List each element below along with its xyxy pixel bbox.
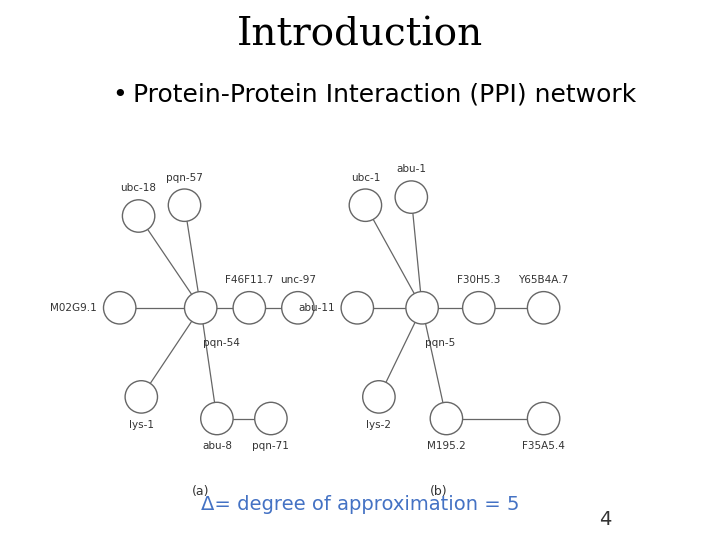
Text: F30H5.3: F30H5.3 (457, 275, 500, 285)
Circle shape (527, 402, 560, 435)
Circle shape (233, 292, 266, 324)
Circle shape (363, 381, 395, 413)
Text: pqn-54: pqn-54 (203, 338, 240, 348)
Text: •: • (112, 83, 127, 106)
Text: ubc-18: ubc-18 (121, 183, 157, 193)
Text: lys-1: lys-1 (129, 420, 154, 430)
Circle shape (104, 292, 136, 324)
Circle shape (349, 189, 382, 221)
Circle shape (201, 402, 233, 435)
Text: M195.2: M195.2 (427, 441, 466, 451)
Circle shape (463, 292, 495, 324)
Circle shape (527, 292, 560, 324)
Circle shape (406, 292, 438, 324)
Text: abu-1: abu-1 (396, 164, 426, 174)
Text: ubc-1: ubc-1 (351, 172, 380, 183)
Circle shape (168, 189, 201, 221)
Circle shape (122, 200, 155, 232)
Text: Δ= degree of approximation = 5: Δ= degree of approximation = 5 (201, 495, 519, 515)
Circle shape (341, 292, 374, 324)
Text: pqn-57: pqn-57 (166, 172, 203, 183)
Text: Introduction: Introduction (237, 17, 483, 53)
Text: lys-2: lys-2 (366, 420, 392, 430)
Text: unc-97: unc-97 (280, 275, 316, 285)
Circle shape (282, 292, 314, 324)
Text: abu-8: abu-8 (202, 441, 232, 451)
Text: (a): (a) (192, 485, 210, 498)
Text: abu-11: abu-11 (298, 303, 335, 313)
Text: 4: 4 (599, 510, 611, 529)
Text: pqn-5: pqn-5 (425, 338, 455, 348)
Circle shape (431, 402, 463, 435)
Circle shape (395, 181, 428, 213)
Text: (b): (b) (430, 485, 447, 498)
Text: M02G9.1: M02G9.1 (50, 303, 97, 313)
Text: F35A5.4: F35A5.4 (522, 441, 565, 451)
Circle shape (255, 402, 287, 435)
Text: F46F11.7: F46F11.7 (225, 275, 274, 285)
Circle shape (184, 292, 217, 324)
Circle shape (125, 381, 158, 413)
Text: pqn-71: pqn-71 (253, 441, 289, 451)
Text: Y65B4A.7: Y65B4A.7 (518, 275, 569, 285)
Text: Protein-Protein Interaction (PPI) network: Protein-Protein Interaction (PPI) networ… (133, 83, 636, 106)
